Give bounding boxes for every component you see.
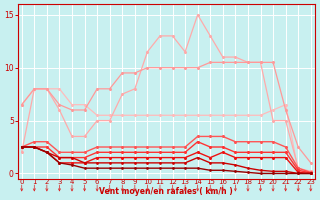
X-axis label: Vent moyen/en rafales ( km/h ): Vent moyen/en rafales ( km/h )	[100, 187, 233, 196]
